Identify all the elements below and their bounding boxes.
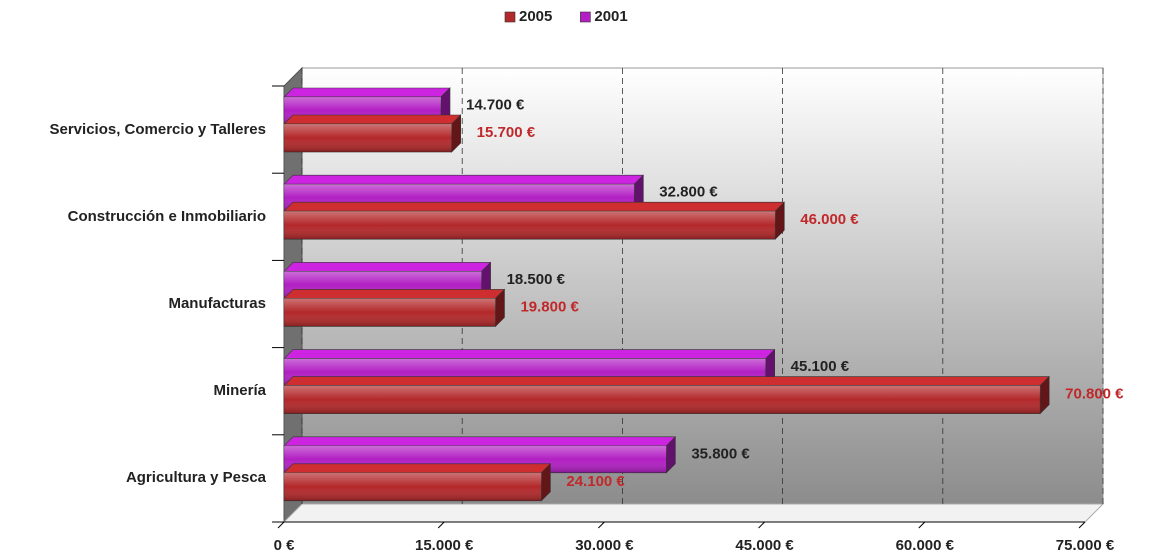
x-tick-label: 75.000 € (1056, 537, 1115, 554)
x-tick-label: 30.000 € (575, 537, 634, 554)
bar-top (283, 463, 552, 474)
legend-label: 2001 (594, 8, 627, 25)
x-tick-label: 60.000 € (896, 537, 955, 554)
bar-top (283, 87, 451, 98)
value-label: 32.800 € (659, 184, 718, 201)
y-tick-label: Agricultura y Pesca (125, 469, 266, 487)
bar-shine (284, 124, 452, 152)
y-tick-label: Construcción e Inmobiliario (67, 207, 266, 225)
x-tick (437, 521, 445, 529)
value-label: 15.700 € (477, 124, 536, 141)
category-label-box: Manufacturas (4, 291, 266, 317)
bar (283, 463, 552, 502)
floor (282, 503, 1105, 523)
value-label: 45.100 € (791, 358, 850, 375)
legend-swatch (504, 11, 516, 23)
value-label: 19.800 € (520, 298, 579, 315)
bar-top (283, 262, 492, 272)
value-label: 18.500 € (507, 271, 566, 288)
bar (283, 288, 506, 328)
value-label: 24.100 € (566, 473, 625, 490)
y-tick-label: Servicios, Comercio y Talleres (49, 120, 267, 138)
category-label-box: Construcción e Inmobiliario (4, 204, 266, 230)
legend-label: 2005 (519, 8, 552, 25)
value-label: 35.800 € (691, 445, 750, 462)
legend-swatch (580, 11, 591, 23)
bar-top (283, 436, 677, 447)
bar (283, 375, 1050, 415)
bar-top (283, 289, 506, 299)
bar-top (283, 349, 776, 359)
x-tick (758, 521, 765, 529)
bar-shine (284, 385, 1041, 414)
bar-top (283, 201, 786, 212)
x-tick (918, 521, 926, 529)
value-label: 46.000 € (800, 211, 859, 228)
bar (283, 201, 786, 240)
category-label-box: Minería (4, 378, 266, 404)
x-tick-label: 45.000 € (735, 537, 794, 554)
x-tick (277, 521, 285, 529)
category-label-box: Agricultura y Pesca (4, 465, 266, 491)
bar-shine (284, 211, 776, 240)
bar-top (283, 114, 462, 125)
value-label: 14.700 € (466, 96, 525, 113)
bar (283, 114, 462, 153)
y-tick-label: Minería (213, 382, 266, 400)
bar-shine (284, 472, 542, 501)
bar-shine (284, 298, 496, 327)
x-tick-label: 15.000 € (415, 537, 474, 554)
x-tick (598, 521, 605, 529)
x-tick (1078, 521, 1086, 529)
y-tick-label: Manufacturas (168, 295, 266, 312)
value-label: 70.800 € (1065, 386, 1124, 403)
category-label-box: Servicios, Comercio y Talleres (4, 117, 267, 143)
x-tick-label: 0 € (274, 537, 296, 554)
bar-top (283, 376, 1050, 386)
bar-top (283, 174, 645, 185)
